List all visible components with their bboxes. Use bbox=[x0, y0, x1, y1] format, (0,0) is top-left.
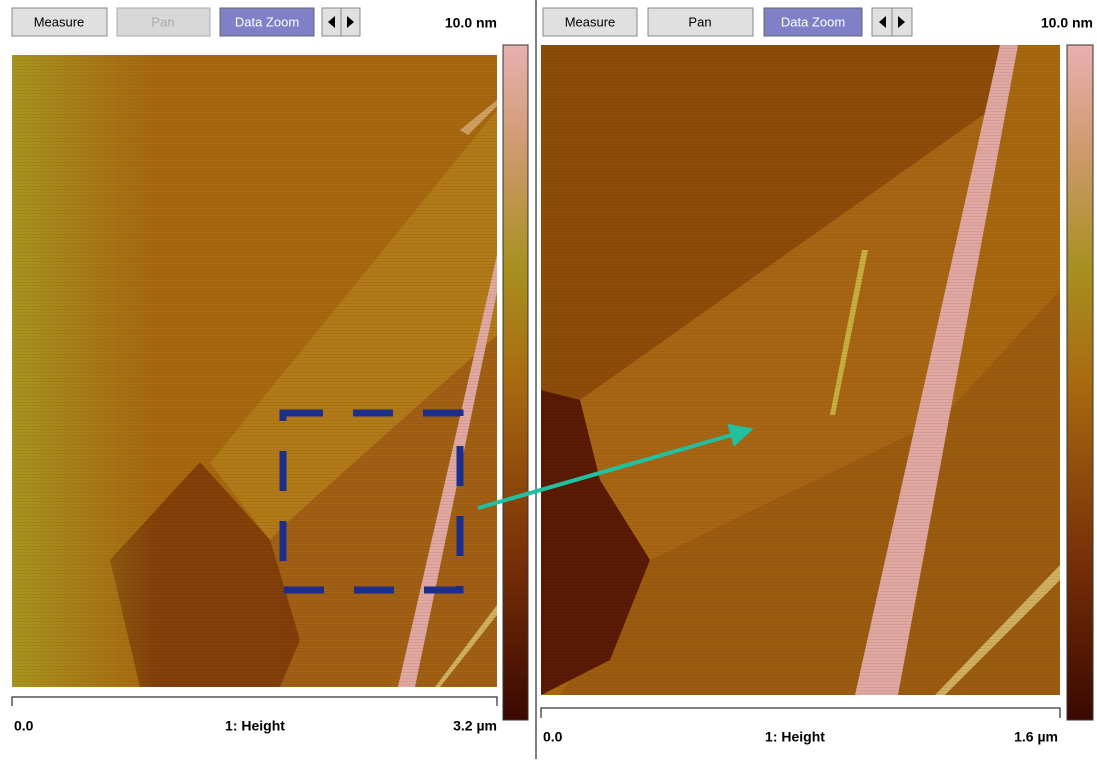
color-bar bbox=[1067, 45, 1093, 720]
scale-max: 10.0 nm bbox=[445, 15, 497, 31]
button-label[interactable]: Measure bbox=[34, 14, 85, 29]
afm-image bbox=[541, 45, 1060, 695]
axis-end: 3.2 µm bbox=[453, 718, 497, 734]
color-bar bbox=[503, 45, 528, 720]
scale-max: 10.0 nm bbox=[1041, 15, 1093, 31]
button-label[interactable]: Pan bbox=[688, 14, 711, 29]
right-panel: Measure Pan Data Zoom 10.0 nm 0.0 1: Hei… bbox=[541, 8, 1093, 745]
screen: Measure Pan Data Zoom 10.0 nm 0.0 1: Hei… bbox=[0, 0, 1097, 759]
axis-start: 0.0 bbox=[543, 729, 563, 745]
scale-bracket bbox=[541, 708, 1060, 718]
button-label[interactable]: Data Zoom bbox=[235, 14, 299, 29]
axis-start: 0.0 bbox=[14, 718, 34, 734]
axis-end: 1.6 µm bbox=[1014, 729, 1058, 745]
button-label[interactable]: Pan bbox=[151, 14, 174, 29]
axis-label: 1: Height bbox=[225, 718, 285, 734]
button-label[interactable]: Data Zoom bbox=[781, 14, 845, 29]
button-label[interactable]: Measure bbox=[565, 14, 616, 29]
axis-label: 1: Height bbox=[765, 729, 825, 745]
scale-bracket bbox=[12, 697, 497, 706]
left-panel: Measure Pan Data Zoom 10.0 nm 0.0 1: Hei… bbox=[12, 8, 528, 734]
afm-image bbox=[12, 55, 497, 687]
